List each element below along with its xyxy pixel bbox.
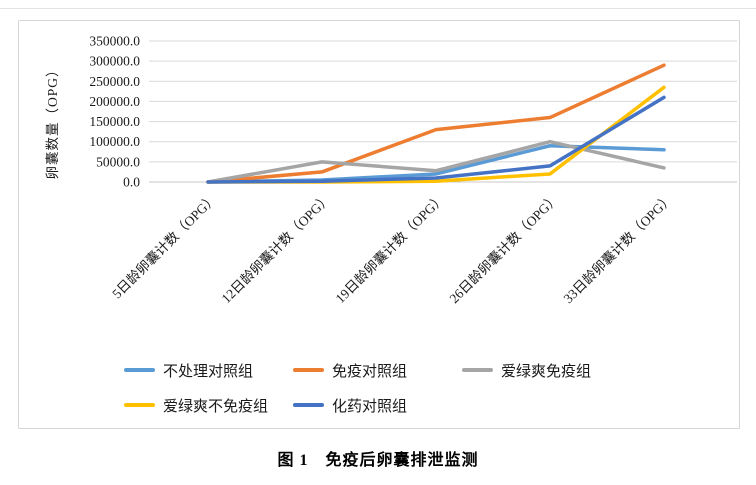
legend-item-4: 化药对照组 — [293, 394, 462, 416]
x-tick-label: 33日龄卵囊计数（OPG） — [560, 190, 676, 306]
series-line-4 — [206, 95, 666, 184]
y-tick-label: 300000.0 — [89, 54, 140, 69]
legend-label-2: 爱绿爽免疫组 — [501, 363, 592, 380]
y-tick-label: 350000.0 — [89, 34, 140, 49]
y-tick-label: 100000.0 — [89, 134, 140, 149]
legend-label-0: 不处理对照组 — [163, 363, 254, 380]
y-tick-labels: 0.0 50000.0 100000.0 150000.0 200000.0 250000… — [89, 34, 140, 190]
x-tick-label: 26日龄卵囊计数（OPG） — [446, 190, 562, 306]
y-tick-label: 250000.0 — [89, 74, 140, 89]
legend-item-1: 免疫对照组 — [293, 359, 462, 381]
legend-swatch-1 — [293, 368, 324, 372]
y-tick-label: 0.0 — [123, 175, 140, 190]
x-tick-labels: 5日龄卵囊计数（OPG）12日龄卵囊计数（OPG）19日龄卵囊计数（OPG）26… — [109, 190, 677, 306]
figure-caption: 图 1 免疫后卵囊排泄监测 — [277, 452, 479, 469]
series-line-2 — [206, 139, 666, 184]
legend-swatch-0 — [124, 368, 155, 372]
legend-label-3: 爱绿爽不免疫组 — [163, 398, 269, 415]
legend-item-2: 爱绿爽免疫组 — [462, 359, 631, 381]
legend-swatch-2 — [462, 368, 493, 372]
legend-label-4: 化药对照组 — [332, 398, 408, 415]
y-tick-label: 150000.0 — [89, 114, 140, 129]
x-tick-label: 19日龄卵囊计数（OPG） — [332, 190, 448, 306]
chart-container: 0.0 50000.0 100000.0 150000.0 200000.0 250000… — [18, 20, 740, 429]
y-axis-title: 卵囊数量（OPG） — [44, 62, 60, 179]
x-tick-label: 12日龄卵囊计数（OPG） — [218, 190, 334, 306]
y-tick-label: 200000.0 — [89, 94, 140, 109]
legend-swatch-4 — [293, 403, 324, 407]
series-line-1 — [206, 63, 666, 184]
page-top-divider — [0, 8, 756, 9]
series-layer — [206, 63, 666, 184]
legend: 不处理对照组 免疫对照组 爱绿爽免疫组爱绿爽不免疫组 化药对照组 — [124, 359, 664, 416]
x-tick-label: 5日龄卵囊计数（OPG） — [109, 190, 221, 302]
legend-item-0: 不处理对照组 — [124, 359, 293, 381]
legend-swatch-3 — [124, 403, 155, 407]
grid-layer — [149, 40, 737, 183]
chart-svg: 0.0 50000.0 100000.0 150000.0 200000.0 250000… — [44, 34, 737, 306]
y-tick-label: 50000.0 — [96, 154, 140, 169]
legend-label-1: 免疫对照组 — [332, 363, 408, 380]
legend-item-3: 爱绿爽不免疫组 — [124, 394, 293, 416]
